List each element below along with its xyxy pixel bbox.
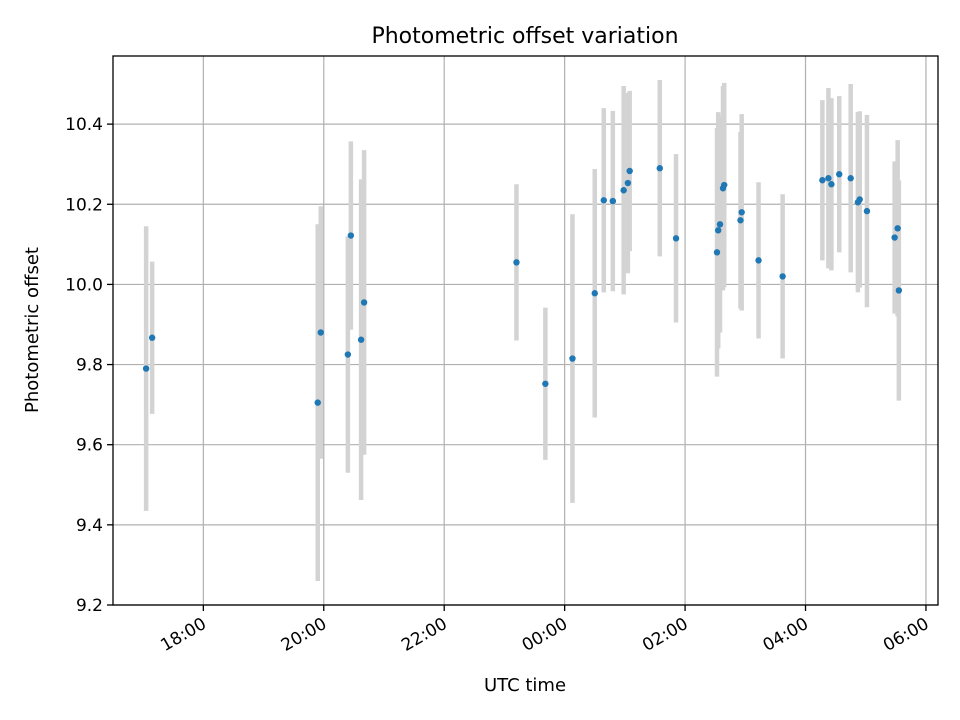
data-point: [894, 225, 901, 232]
data-point: [542, 380, 549, 387]
data-point: [360, 299, 368, 306]
data-point: [891, 234, 898, 241]
data-point: [737, 217, 744, 224]
data-point: [314, 399, 321, 406]
y-tick-label: 9.2: [76, 596, 103, 616]
x-axis-label: UTC time: [484, 675, 566, 696]
data-point: [344, 351, 352, 358]
data-point: [626, 167, 633, 175]
data-point: [863, 207, 871, 215]
data-point: [779, 273, 786, 280]
data-point: [142, 365, 150, 372]
y-tick-label: 9.6: [76, 436, 103, 456]
y-tick-label: 10.2: [65, 195, 103, 215]
data-point: [738, 209, 745, 216]
data-point: [715, 227, 722, 234]
data-point: [672, 235, 680, 242]
data-point: [357, 336, 365, 343]
data-point: [828, 181, 835, 188]
data-point: [347, 232, 355, 239]
y-tick-label: 10.0: [65, 275, 103, 295]
data-point: [317, 329, 324, 336]
data-point: [716, 221, 724, 228]
data-point: [656, 165, 663, 172]
data-point: [819, 177, 826, 184]
chart-title: Photometric offset variation: [371, 24, 678, 49]
data-point: [713, 249, 721, 256]
y-axis-label: Photometric offset: [22, 247, 43, 413]
data-point: [755, 257, 762, 264]
y-tick-label: 9.8: [76, 356, 103, 376]
data-point: [148, 334, 156, 341]
data-point: [825, 175, 832, 182]
data-point: [721, 181, 728, 189]
data-point: [895, 287, 903, 294]
plot-area-frame: [112, 55, 939, 606]
y-tick-label: 10.4: [65, 115, 103, 135]
data-point: [620, 187, 627, 194]
data-point: [591, 290, 598, 297]
data-point: [624, 179, 632, 187]
data-point: [609, 197, 617, 205]
data-point: [569, 355, 576, 362]
data-point: [856, 196, 863, 203]
data-point: [836, 171, 843, 178]
y-axis-ticks: 9.2 9.4 9.6 9.8 10.0 10.2 10.4: [65, 115, 113, 616]
data-points: [142, 165, 903, 406]
data-point: [513, 259, 520, 266]
data-point: [600, 197, 607, 204]
y-tick-label: 9.4: [76, 516, 103, 536]
data-point: [847, 175, 854, 182]
